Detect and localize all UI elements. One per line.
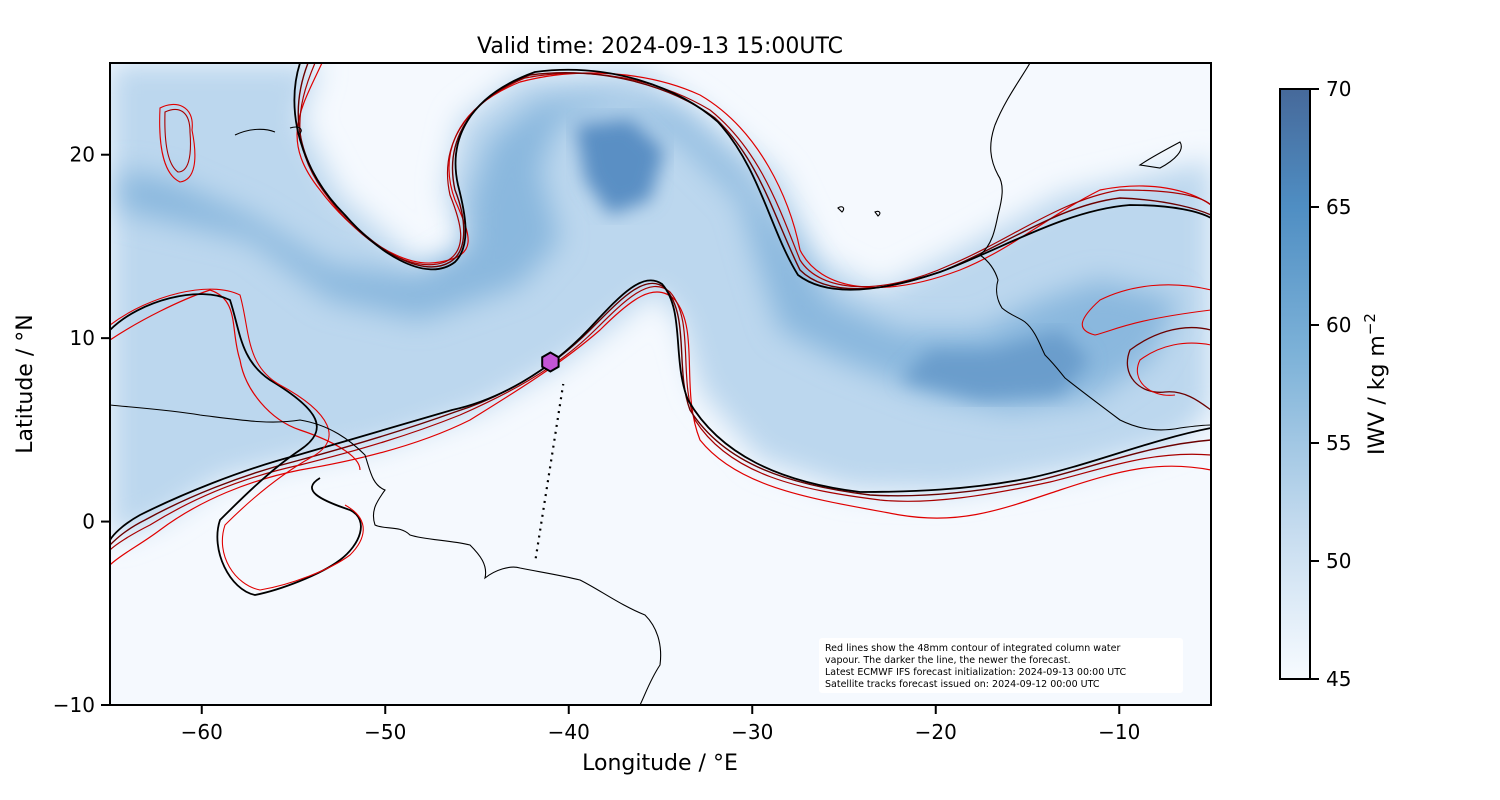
contour-east-lobe (1126, 326, 1211, 411)
x-axis-label: Longitude / °E (582, 751, 738, 776)
coastline-africa (979, 63, 1211, 431)
colorbar-gradient (1279, 88, 1311, 680)
contour-newest (110, 63, 1211, 541)
x-tick-label: −10 (1098, 720, 1140, 744)
iwv-field-outer (110, 63, 1211, 540)
coastline-islands (234, 126, 1182, 217)
contour-sw-lobe-red (110, 288, 364, 591)
x-tick-label: −20 (915, 720, 957, 744)
iwv-48mm-contours (110, 63, 1211, 596)
colorbar-tick-label: 65 (1326, 195, 1351, 219)
x-tick-label: −60 (181, 720, 223, 744)
iwv-field-max (575, 118, 665, 215)
contour-caribbean-dark (164, 108, 192, 173)
annotation-line-4: Satellite tracks forecast issued on: 202… (825, 679, 1100, 690)
x-axis-ticks: −60 −50 −40 −30 −20 −10 (181, 705, 1140, 744)
contour-caribbean (159, 103, 196, 183)
iwv-field (110, 63, 1211, 540)
coastline-south-america (110, 404, 662, 705)
annotation-line-3: Latest ECMWF IFS forecast initialization… (825, 667, 1126, 678)
map-frame (109, 62, 1212, 706)
coastlines (110, 63, 1211, 705)
y-axis-ticks: 20 10 0 −10 (53, 143, 110, 717)
y-axis-label: Latitude / °N (13, 314, 38, 453)
annotation-box: Red lines show the 48mm contour of integ… (819, 638, 1183, 693)
colorbar-label: IWV / kg m−2 (1361, 313, 1390, 455)
y-tick-label: 0 (82, 510, 95, 534)
colorbar-tick-label: 60 (1326, 313, 1351, 337)
map-panel: Red lines show the 48mm contour of integ… (13, 62, 1212, 776)
iwv-field-max-east (900, 330, 1090, 400)
iwv-field-core (120, 95, 1180, 410)
contour-newer (110, 63, 1211, 546)
hexagon-marker-icon (541, 351, 560, 373)
colorbar-ticks: 70 65 60 55 50 45 (1310, 77, 1351, 691)
y-tick-label: 10 (70, 326, 95, 350)
contour-sw-lobe (110, 293, 362, 596)
colorbar-tick-label: 50 (1326, 549, 1351, 573)
colorbar: 70 65 60 55 50 45 IWV / kg m−2 (1279, 77, 1390, 691)
y-tick-label: −10 (53, 693, 95, 717)
colorbar-tick-label: 55 (1326, 431, 1351, 455)
x-tick-label: −30 (731, 720, 773, 744)
annotation-line-2: vapour. The darker the line, the newer t… (825, 655, 1071, 666)
colorbar-tick-label: 70 (1326, 77, 1351, 101)
colorbar-tick-label: 45 (1326, 667, 1351, 691)
annotation-line-1: Red lines show the 48mm contour of integ… (825, 643, 1120, 654)
contour-east-lobe-red (1081, 284, 1211, 396)
x-tick-label: −50 (364, 720, 406, 744)
x-tick-label: −40 (548, 720, 590, 744)
y-tick-label: 20 (70, 143, 95, 167)
map-title: Valid time: 2024-09-13 15:00UTC (477, 34, 843, 59)
satellite-track (534, 383, 565, 559)
